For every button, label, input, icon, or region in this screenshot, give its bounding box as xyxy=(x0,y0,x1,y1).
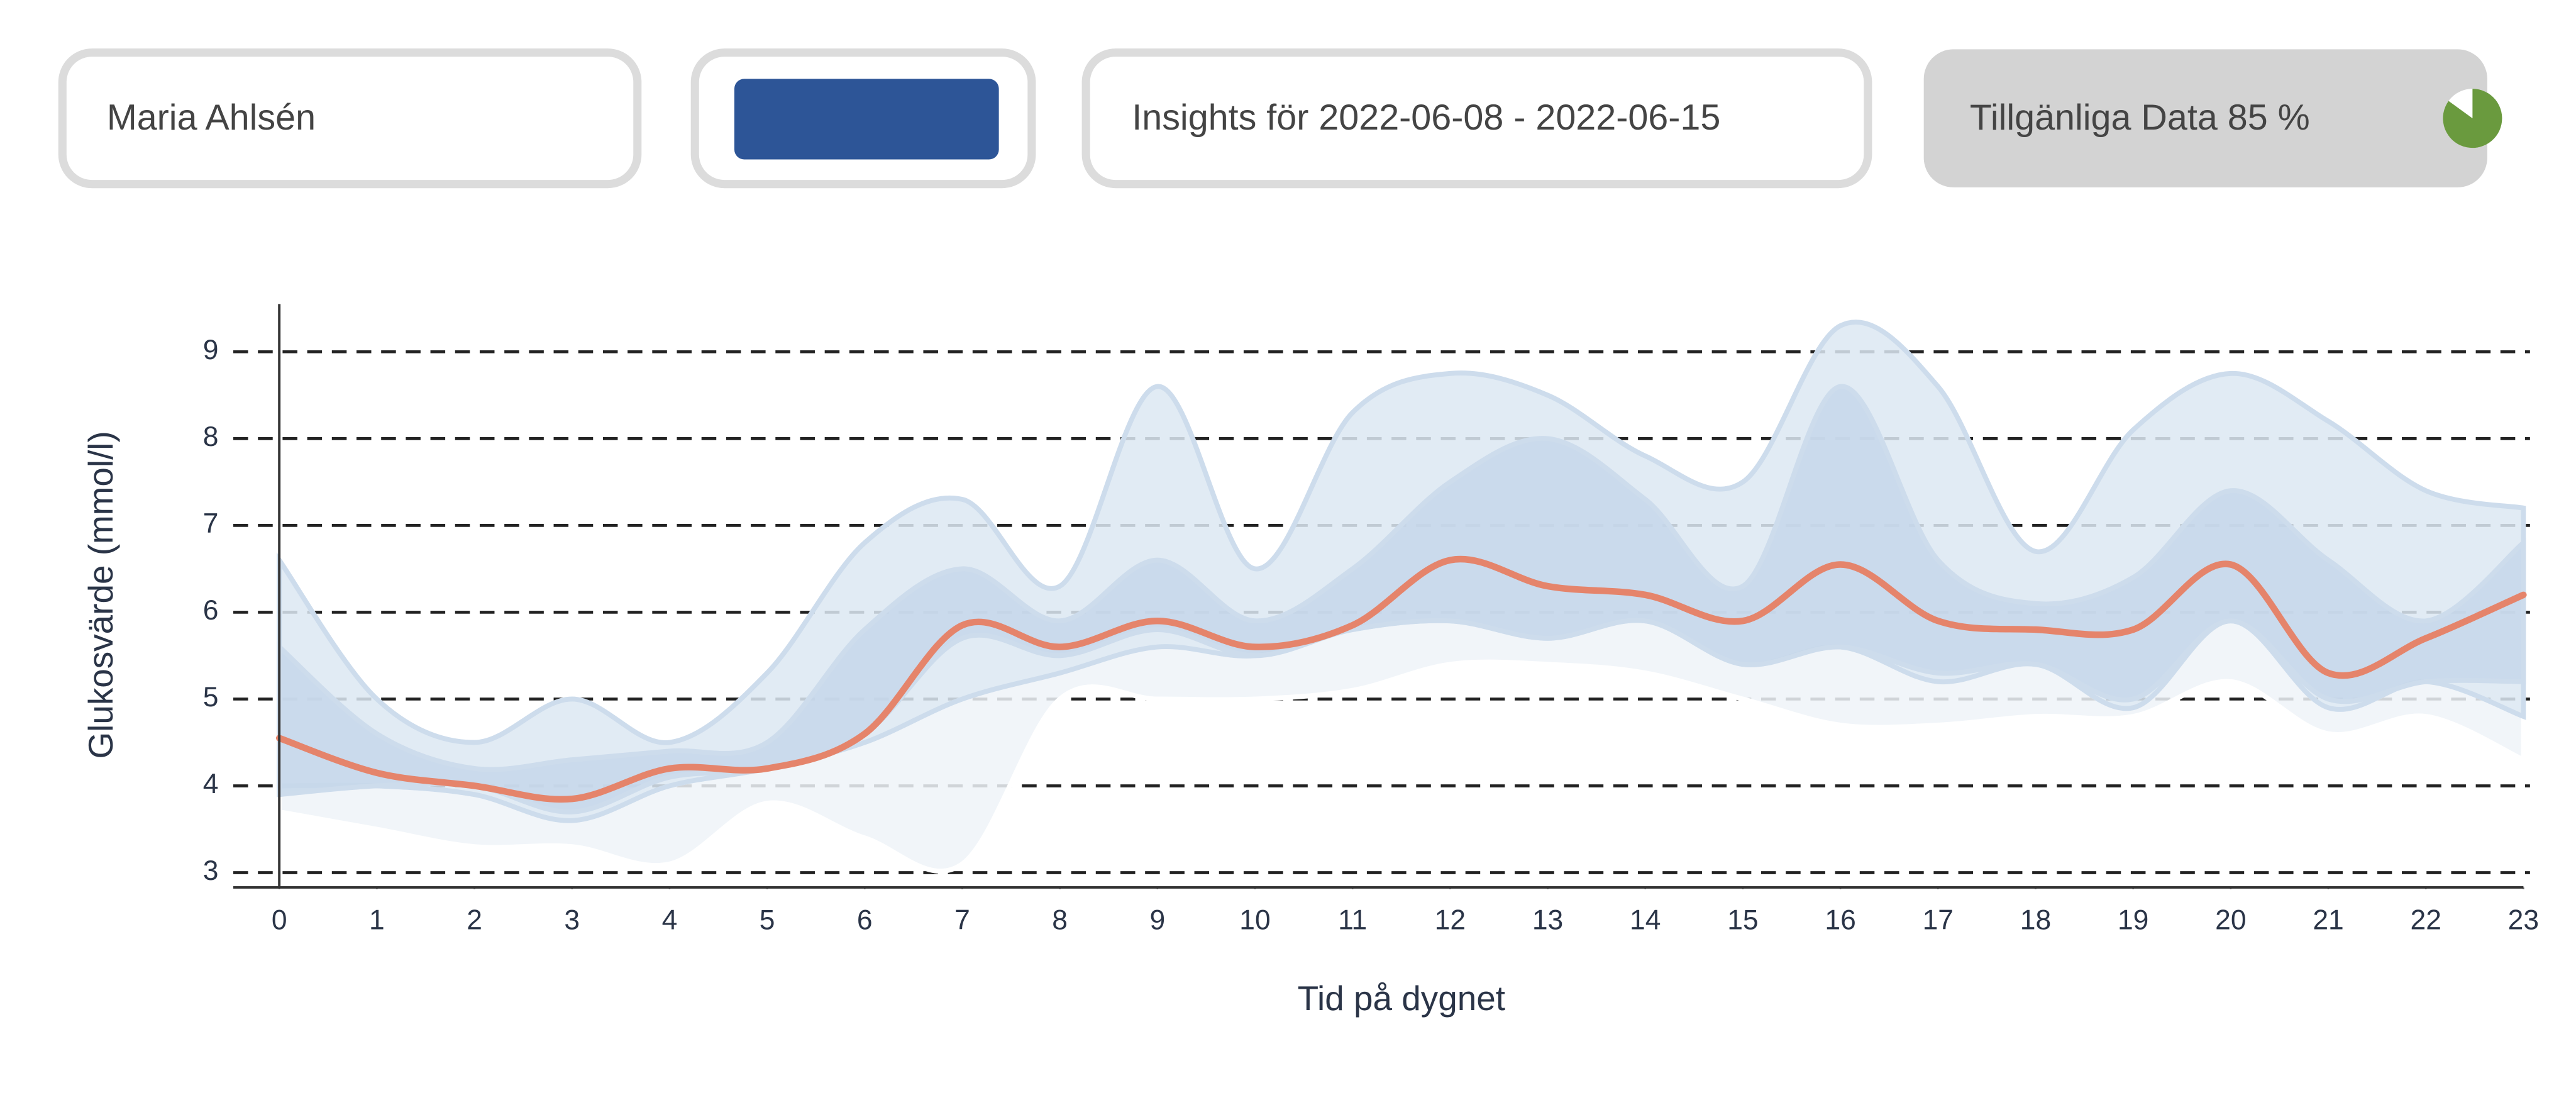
y-axis-title: Glukosvärde (mmol/l) xyxy=(81,431,120,759)
availability-card xyxy=(1923,49,2487,187)
action-button[interactable] xyxy=(734,79,999,160)
median-line xyxy=(275,555,2527,803)
x-tick-label: 7 xyxy=(954,905,970,936)
x-tick-label: 22 xyxy=(2411,905,2441,936)
pie-slice xyxy=(2443,89,2502,148)
patient-name: Maria Ahlsén xyxy=(107,97,316,138)
availability-text: Tillgänliga Data 85 % xyxy=(1970,97,2310,138)
insights-range: Insights för 2022-06-08 - 2022-06-15 xyxy=(1132,97,1720,138)
y-tick-label: 6 xyxy=(203,595,219,626)
x-tick-label: 18 xyxy=(2020,905,2051,936)
x-tick-label: 3 xyxy=(564,905,580,936)
availability-pie xyxy=(2443,89,2502,148)
x-tick-label: 19 xyxy=(2118,905,2148,936)
y-tick-label: 4 xyxy=(203,769,219,799)
percentile-band xyxy=(277,384,2526,814)
x-tick-label: 12 xyxy=(1435,905,1466,936)
x-tick-label: 13 xyxy=(1532,905,1563,936)
patient-card xyxy=(58,48,642,189)
x-tick-label: 21 xyxy=(2313,905,2343,936)
x-tick-label: 11 xyxy=(1338,905,1367,936)
x-tick-label: 5 xyxy=(760,905,775,936)
availability-value: 85 % xyxy=(2228,97,2310,138)
x-tick-label: 8 xyxy=(1052,905,1068,936)
y-tick-label: 3 xyxy=(203,855,219,886)
x-tick-label: 9 xyxy=(1149,905,1165,936)
y-tick-label: 5 xyxy=(203,682,219,713)
y-tick-label: 9 xyxy=(203,335,219,365)
y-tick-label: 7 xyxy=(203,508,219,539)
x-tick-label: 20 xyxy=(2215,905,2246,936)
availability-label: Tillgänliga Data xyxy=(1970,97,2218,138)
x-tick-label: 15 xyxy=(1727,905,1758,936)
x-tick-label: 1 xyxy=(369,905,385,936)
y-tick-label: 8 xyxy=(203,421,219,452)
x-axis-title: Tid på dygnet xyxy=(1298,979,1505,1018)
x-tick-label: 10 xyxy=(1239,905,1270,936)
x-tick-label: 17 xyxy=(1923,905,1954,936)
x-tick-label: 0 xyxy=(272,905,287,936)
x-tick-label: 4 xyxy=(662,905,678,936)
x-tick-label: 6 xyxy=(857,905,873,936)
x-tick-label: 2 xyxy=(467,905,482,936)
insights-card xyxy=(1081,48,1872,189)
x-tick-label: 14 xyxy=(1630,905,1661,936)
x-tick-label: 16 xyxy=(1825,905,1855,936)
x-tick-label: 23 xyxy=(2508,905,2539,936)
